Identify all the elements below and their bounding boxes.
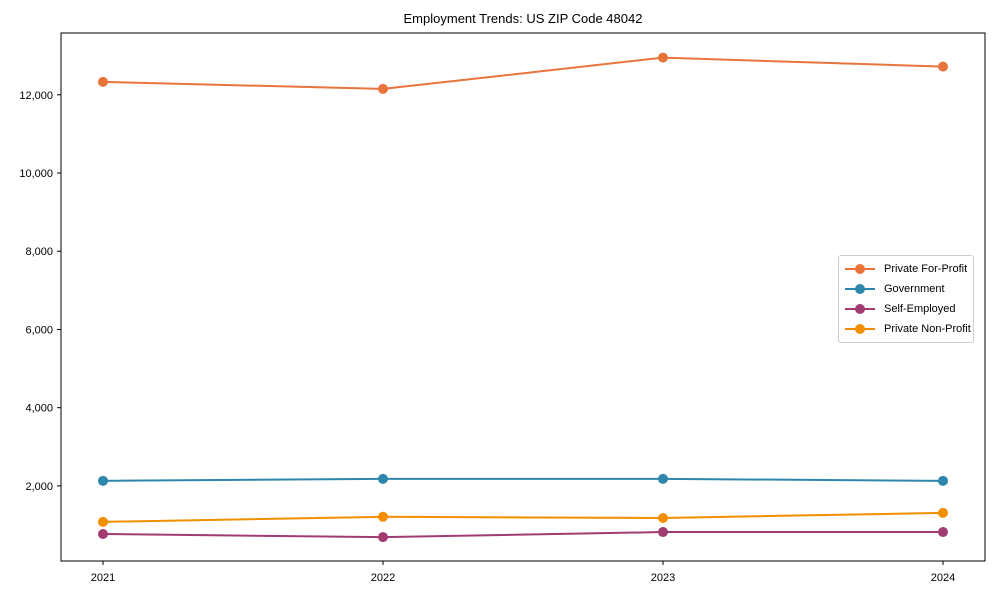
data-point-private-for-profit	[658, 52, 668, 63]
x-tick-label: 2022	[371, 572, 395, 584]
data-point-self-employed	[938, 527, 948, 538]
data-point-government	[378, 473, 388, 484]
legend-marker-self-employed	[845, 304, 875, 314]
x-tick-label: 2023	[651, 572, 675, 584]
data-point-government	[98, 475, 108, 486]
data-point-private-non-profit	[938, 507, 948, 518]
series-line-self-employed	[102, 531, 943, 539]
data-point-private-for-profit	[938, 61, 948, 72]
data-point-self-employed	[658, 527, 668, 538]
legend-entry-self-employed: Self-Employed	[845, 299, 967, 319]
data-point-self-employed	[98, 529, 108, 540]
data-point-government	[938, 475, 948, 486]
y-tick-label: 4,000	[25, 403, 53, 415]
legend-entry-government: Government	[845, 279, 967, 299]
legend-label-government: Government	[884, 283, 945, 295]
data-point-self-employed	[378, 532, 388, 543]
legend-marker-private-non-profit	[845, 324, 875, 334]
x-tick-label: 2024	[931, 572, 955, 584]
legend-entry-private-for-profit: Private For-Profit	[845, 259, 967, 279]
y-tick-label: 8,000	[25, 246, 53, 258]
legend: Private For-Profit Government Self-Employe…	[838, 255, 974, 343]
series-line-government	[102, 477, 944, 482]
legend-marker-private-for-profit	[845, 264, 875, 274]
data-point-government	[658, 473, 668, 484]
y-tick-label: 6,000	[25, 324, 53, 336]
y-tick-label: 12,000	[19, 90, 53, 102]
chart-title: Employment Trends: US ZIP Code 48042	[403, 11, 643, 26]
legend-marker-government	[845, 284, 875, 294]
x-tick-label: 2021	[91, 572, 115, 584]
data-point-private-for-profit	[378, 83, 388, 94]
legend-entry-private-non-profit: Private Non-Profit	[845, 319, 971, 339]
legend-label-self-employed: Self-Employed	[884, 303, 956, 315]
series-line-private-non-profit	[102, 511, 944, 523]
data-point-private-non-profit	[98, 516, 108, 527]
plot-frame	[60, 32, 986, 562]
y-tick-label: 2,000	[25, 481, 53, 493]
legend-label-private-for-profit: Private For-Profit	[884, 263, 968, 275]
data-point-private-for-profit	[98, 76, 108, 87]
series-line-private-for-profit	[102, 56, 944, 90]
legend-label-private-non-profit: Private Non-Profit	[884, 323, 971, 335]
data-point-private-non-profit	[378, 511, 388, 522]
data-point-private-non-profit	[658, 512, 668, 523]
y-tick-label: 10,000	[19, 168, 53, 180]
